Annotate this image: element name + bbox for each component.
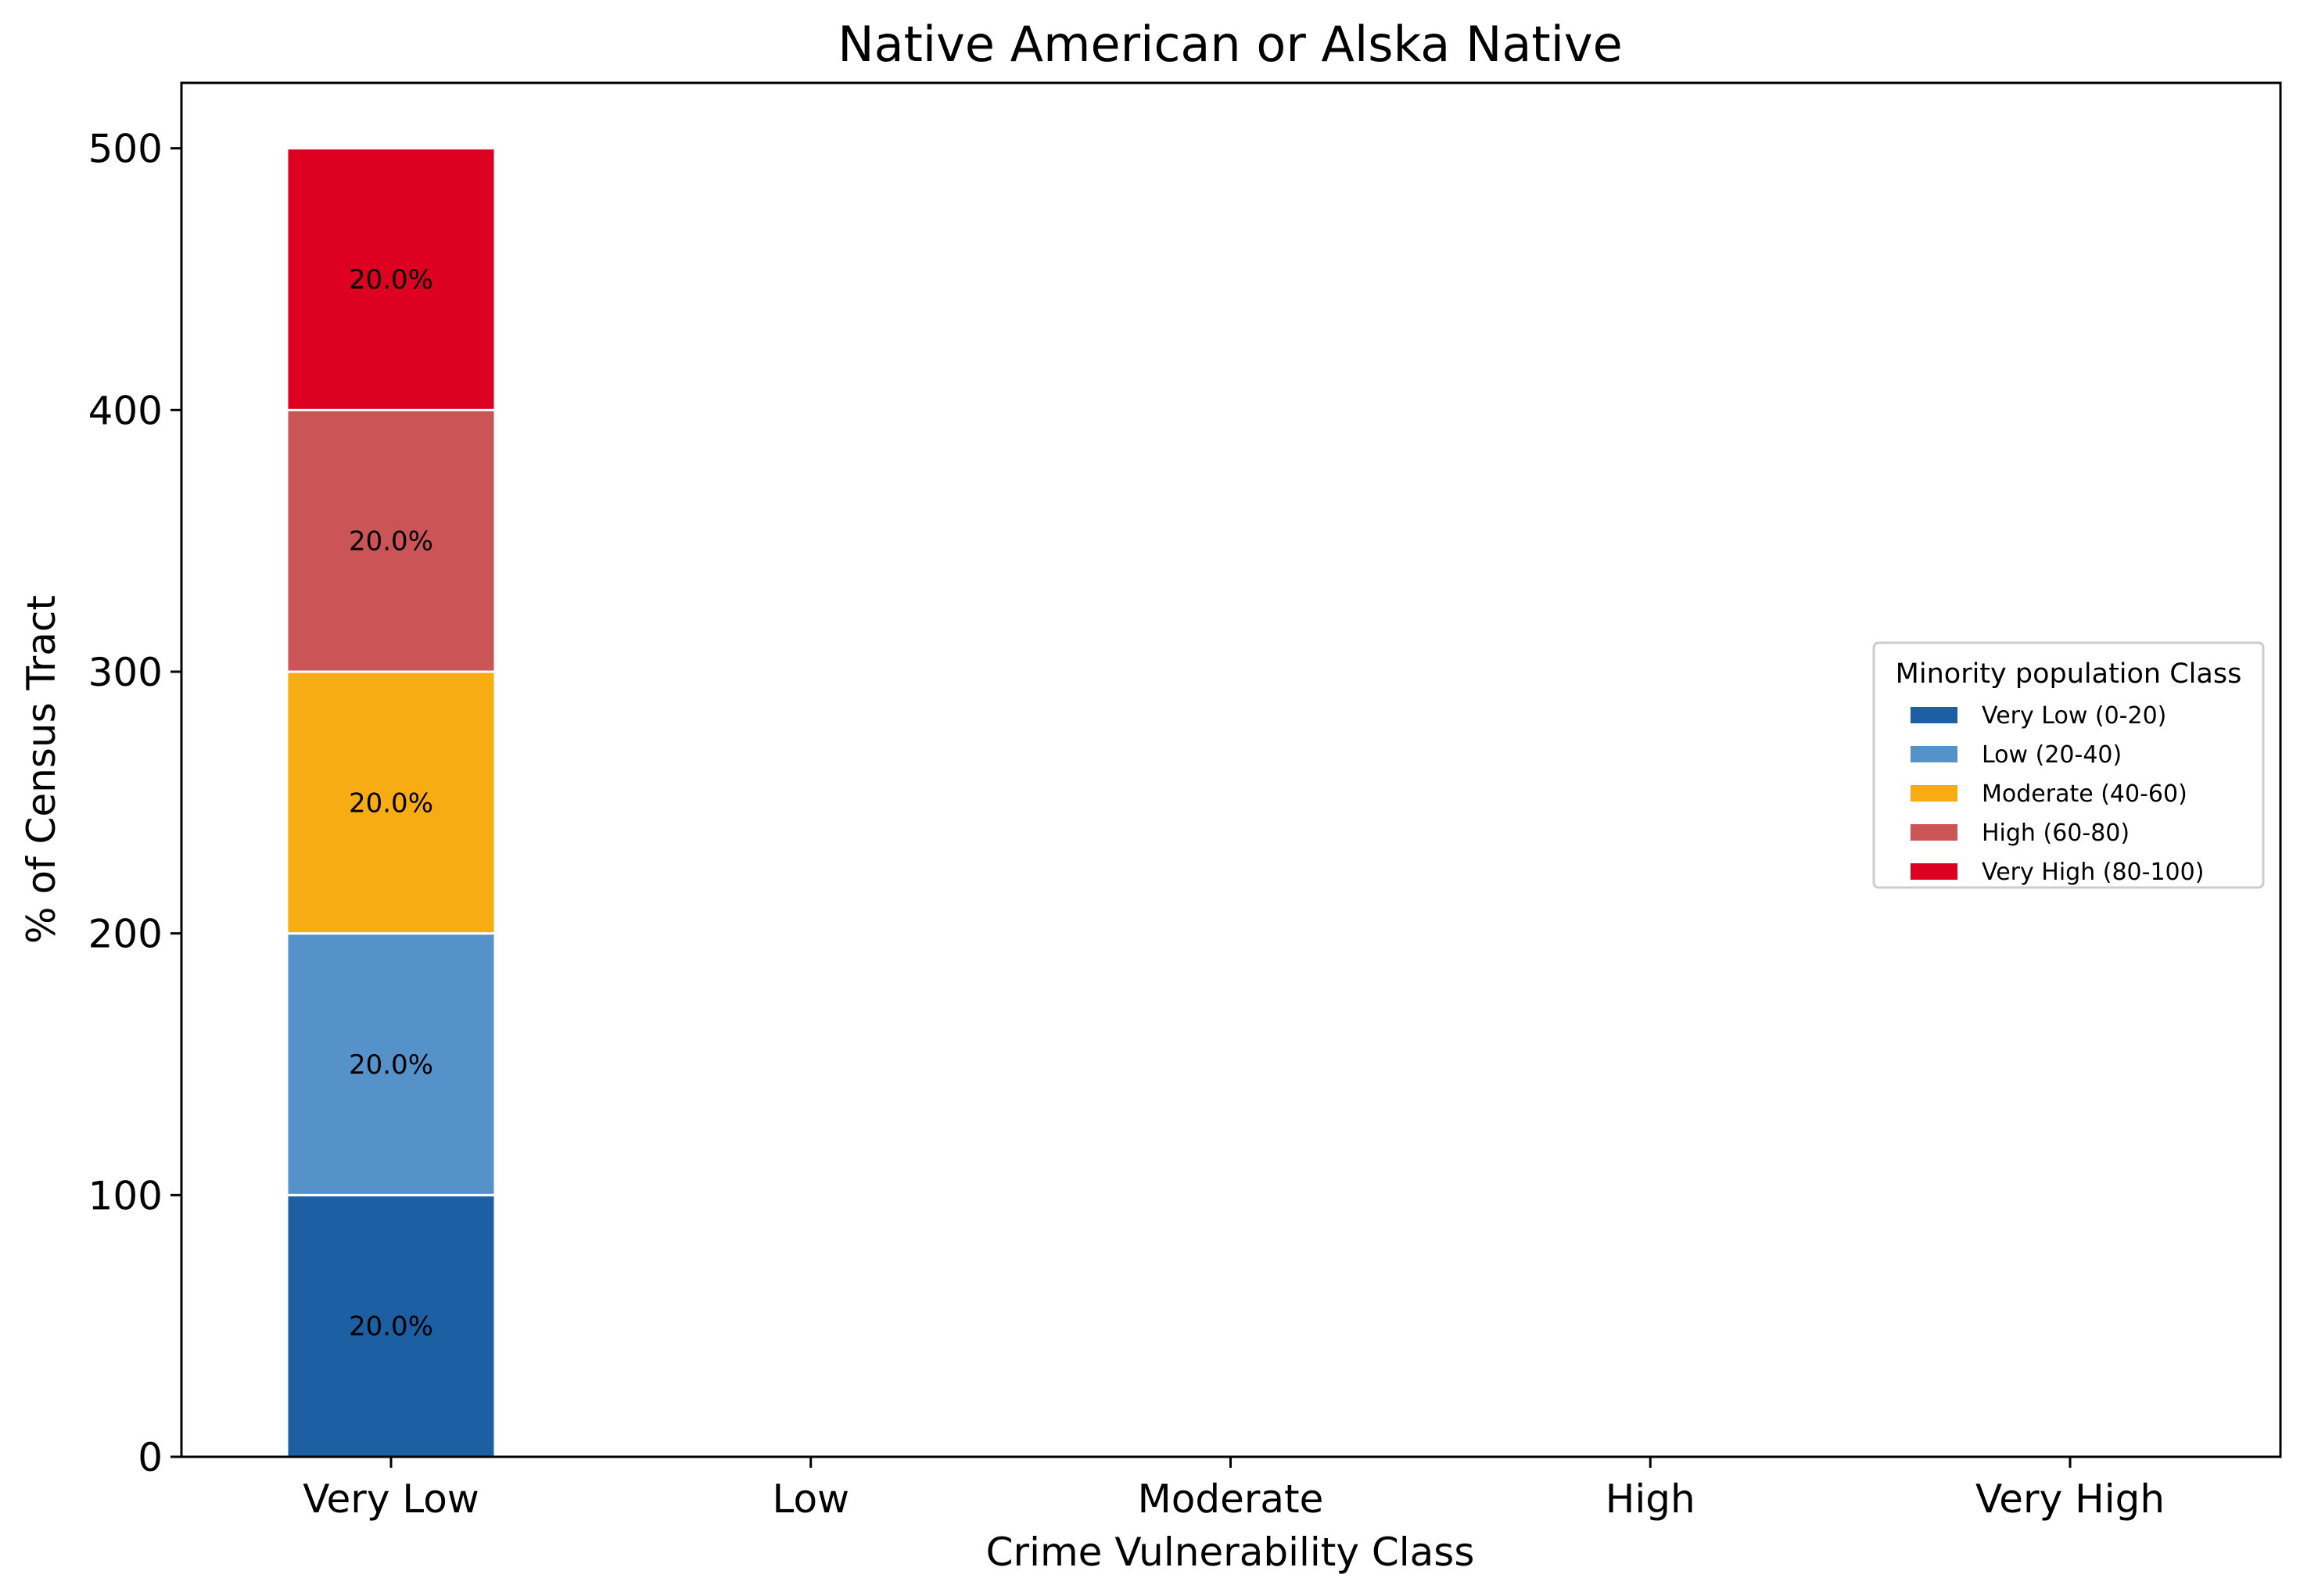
x-tick-label: Very Low <box>303 1476 479 1522</box>
x-tick-label: Low <box>773 1476 849 1522</box>
legend-box <box>1872 641 2265 889</box>
y-tick-label: 400 <box>88 388 163 433</box>
legend-entry-label: Moderate (40-60) <box>1982 780 2187 808</box>
chart-title: Native American or Alska Native <box>838 16 1623 73</box>
y-axis-label: % of Census Tract <box>19 595 64 944</box>
x-axis-label: Crime Vulnerability Class <box>986 1530 1475 1575</box>
y-tick-label: 100 <box>88 1173 163 1218</box>
legend-entry-label: Very High (80-100) <box>1982 859 2204 886</box>
legend-swatch <box>1911 824 1957 841</box>
bar-value-label: 20.0% <box>349 1311 433 1343</box>
legend-swatch <box>1911 863 1957 880</box>
legend-entry-label: Low (20-40) <box>1982 741 2122 769</box>
legend-entry-label: Very Low (0-20) <box>1982 702 2166 730</box>
x-tick-label: High <box>1606 1476 1695 1522</box>
bar-segment <box>285 670 497 935</box>
legend-swatch <box>1911 785 1957 802</box>
y-tick-label: 200 <box>88 912 163 957</box>
bar-segment <box>285 408 497 673</box>
y-tick-label: 300 <box>88 650 163 695</box>
bar-labels-layer: 20.0% 20.0% 20.0% 20.0% 20.0% <box>349 264 433 1343</box>
y-tick-label: 0 <box>138 1435 163 1480</box>
bar-segment <box>285 147 497 411</box>
bar-value-label: 20.0% <box>349 526 433 558</box>
legend-title: Minority population Class <box>1896 658 2242 690</box>
x-tick-label: Moderate <box>1138 1476 1324 1522</box>
legend: Minority population Class Very Low (0-20)… <box>1872 641 2265 889</box>
bar-value-label: 20.0% <box>349 787 433 819</box>
plot-frame <box>180 81 2282 1458</box>
bar-segment <box>285 1193 497 1458</box>
legend-swatch <box>1911 707 1957 723</box>
legend-swatch <box>1911 746 1957 762</box>
bar-value-label: 20.0% <box>349 1049 433 1081</box>
x-tick-label: Very High <box>1975 1476 2165 1522</box>
y-tick-label: 500 <box>88 127 163 172</box>
legend-entry-label: High (60-80) <box>1982 820 2130 847</box>
bar-value-label: 20.0% <box>349 264 433 296</box>
axes-layer: 0 100 200 300 400 500 Very Low Low Moderate High V… <box>88 127 2165 1522</box>
bars-layer <box>285 147 497 1458</box>
